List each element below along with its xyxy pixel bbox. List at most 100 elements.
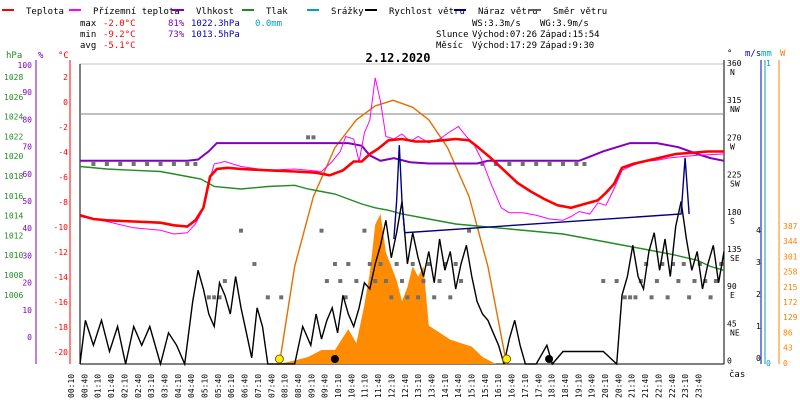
tick-degc-7: -12 (54, 248, 69, 257)
legend-label-0: Teplota (26, 7, 64, 17)
tick-hpa-5: 1018 (4, 172, 23, 181)
tick-hpa-1: 1026 (4, 93, 23, 102)
tick-pct-0: 100 (18, 61, 33, 70)
legend: Teplota Přízemní teplota Vlhkost Tlak Srážky… (2, 7, 607, 17)
tick-w-5: 172 (783, 298, 798, 307)
tick-degc-9: -16 (54, 298, 69, 307)
stat-max-hum: 81% (168, 19, 185, 29)
tick-time-24: 12:10 (387, 374, 396, 398)
wind-sun-info: WS:3.3m/s WG:3.9m/s Slunce Východ:07:26 … (436, 19, 600, 51)
tick-mm-1: 0 (766, 359, 771, 368)
unit-ms: m/s (745, 49, 761, 59)
tick-time-11: 05:40 (214, 374, 223, 398)
tick-w-1: 344 (783, 237, 798, 246)
legend-label-7: Směr větru (553, 7, 607, 17)
wind-dir-point-22 (338, 279, 343, 284)
tick-dir-name-2: W (730, 142, 735, 151)
wind-dir-point-68 (681, 262, 686, 266)
wind-dir-point-34 (405, 295, 410, 300)
tick-time-15: 07:40 (267, 374, 276, 398)
wind-dir-point-58 (628, 295, 633, 300)
tick-degc-10: -18 (54, 323, 69, 332)
tick-hpa-8: 1012 (4, 231, 23, 240)
tick-time-14: 07:10 (254, 374, 263, 398)
unit-hpa: hPa (6, 51, 22, 61)
tick-time-16: 08:10 (281, 374, 290, 398)
wind-dir-point-6 (171, 162, 176, 166)
tick-pct-4: 60 (22, 170, 32, 179)
tick-pct-9: 10 (22, 306, 32, 315)
tick-dir-name-4: S (730, 217, 735, 226)
tick-degc-8: -14 (54, 273, 69, 282)
stat-max-temp: -2.0°C (103, 19, 136, 29)
wind-dir-point-37 (421, 279, 426, 284)
tick-time-29: 14:40 (454, 374, 463, 398)
wind-dir-point-62 (649, 295, 654, 300)
wind-dir-point-70 (692, 279, 697, 284)
wind-dir-point-5 (158, 162, 163, 166)
wind-dir-point-63 (654, 279, 659, 284)
wind-dir-point-28 (373, 279, 378, 284)
ground-temperature-line (79, 77, 725, 235)
tick-hpa-6: 1016 (4, 192, 23, 201)
wind-gust-line (393, 145, 690, 240)
tick-dir-deg-3: 225 (727, 171, 742, 180)
wind-dir-point-53 (574, 162, 579, 166)
tick-pct-6: 40 (22, 224, 32, 233)
tick-degc-11: -20 (54, 348, 69, 357)
wind-dir-point-13 (239, 228, 243, 233)
legend-label-3: Tlak (266, 7, 288, 17)
tick-dir-name-1: NW (730, 105, 740, 114)
tick-time-32: 16:10 (494, 374, 503, 398)
tick-time-7: 03:40 (160, 374, 169, 398)
theoretical-solar-line (278, 99, 508, 365)
wind-dir-point-9 (206, 295, 211, 300)
stat-min-press: 1013.5hPa (191, 30, 240, 40)
unit-w: W (780, 49, 786, 59)
unit-deg: ° (727, 49, 732, 59)
wind-dir-point-29 (378, 262, 383, 266)
axes: 1028102610241022102010181016101410121010… (4, 59, 798, 398)
tick-pct-10: 0 (27, 333, 32, 342)
tick-hpa-4: 1020 (4, 152, 23, 161)
legend-label-4: Srážky (331, 7, 364, 17)
tick-hpa-3: 1022 (4, 132, 23, 141)
tick-time-34: 17:10 (521, 374, 530, 398)
tick-time-27: 13:40 (427, 374, 436, 398)
tick-time-17: 08:40 (294, 374, 303, 398)
tick-w-0: 387 (783, 222, 798, 231)
wind-dir-point-35 (410, 262, 415, 266)
series-layer (79, 77, 725, 367)
tick-ms-1: 3 (756, 258, 761, 267)
tick-dir-deg-6: 90 (727, 282, 737, 291)
tick-time-23: 11:40 (374, 374, 383, 398)
stat-max-rain: 0.0mm (255, 19, 282, 29)
wind-dir-point-10 (212, 295, 217, 300)
wind-dir-point-48 (507, 162, 512, 166)
wind-dir-point-71 (697, 262, 702, 266)
wind-dir-point-72 (703, 279, 708, 284)
tick-dir-name-0: N (730, 68, 735, 77)
legend-label-2: Vlhkost (196, 7, 234, 17)
tick-time-40: 20:10 (601, 374, 610, 398)
wind-dir-point-46 (480, 162, 485, 166)
wind-dir-point-25 (354, 279, 359, 284)
wind-dir-point-55 (601, 279, 606, 284)
sun-marker-1 (502, 354, 512, 364)
tick-hpa-2: 1024 (4, 113, 23, 122)
tick-hpa-7: 1014 (4, 212, 23, 221)
tick-time-21: 10:40 (347, 374, 356, 398)
wind-dir-point-73 (708, 295, 713, 300)
tick-time-5: 02:40 (134, 374, 143, 398)
tick-degc-0: 2 (63, 73, 68, 82)
wind-dir-point-59 (633, 295, 638, 300)
tick-time-4: 02:10 (120, 374, 129, 398)
wind-dir-point-23 (343, 295, 348, 300)
sun-marker-0 (274, 354, 284, 364)
tick-time-13: 06:40 (241, 374, 250, 398)
tick-pct-8: 20 (22, 279, 32, 288)
tick-time-45: 22:40 (668, 374, 677, 398)
tick-hpa-11: 1006 (4, 291, 23, 300)
tick-time-0: 00:10 (67, 374, 76, 398)
tick-dir-deg-0: 360 (727, 59, 742, 68)
